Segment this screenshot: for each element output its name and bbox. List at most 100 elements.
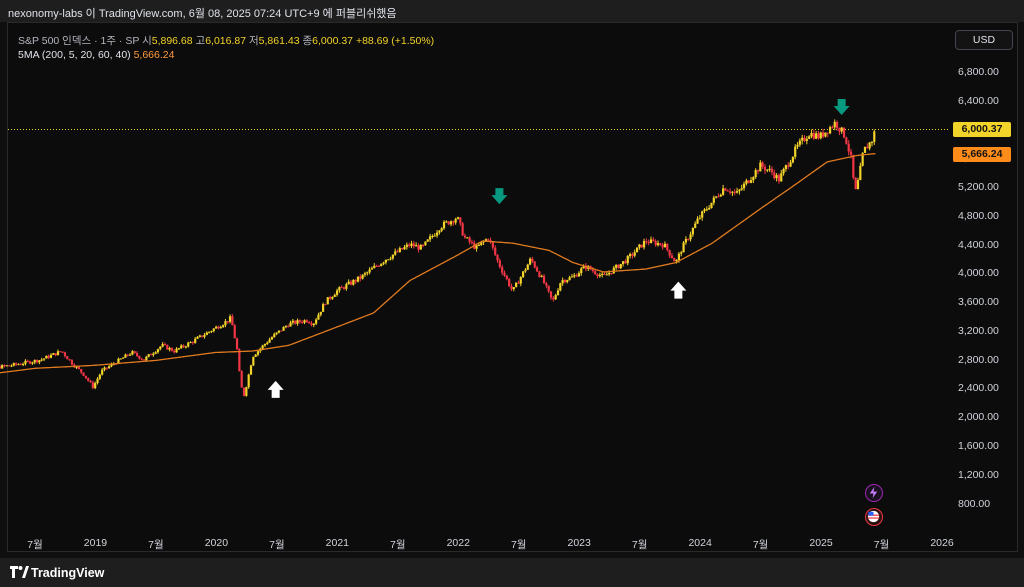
candle bbox=[417, 245, 420, 250]
candle bbox=[735, 191, 739, 193]
y-tick-label: 1,600.00 bbox=[958, 439, 999, 452]
candle bbox=[628, 254, 632, 257]
candle bbox=[649, 239, 653, 244]
candle bbox=[452, 221, 455, 223]
ma-label[interactable]: 5MA (200, 5, 20, 60, 40) bbox=[18, 49, 131, 61]
candle bbox=[384, 259, 387, 263]
candle bbox=[773, 172, 776, 179]
candle bbox=[68, 359, 71, 361]
candle bbox=[682, 242, 685, 253]
us-flag-event-icon[interactable] bbox=[865, 508, 883, 526]
tradingview-logo-icon[interactable] bbox=[9, 565, 29, 582]
candle bbox=[819, 132, 822, 139]
candle bbox=[740, 188, 743, 190]
candle bbox=[677, 253, 681, 261]
candle bbox=[852, 154, 855, 178]
candle bbox=[642, 241, 646, 248]
candle bbox=[103, 367, 106, 370]
brand-name[interactable]: TradingView bbox=[31, 566, 105, 580]
candle bbox=[533, 261, 536, 268]
candle bbox=[145, 356, 148, 361]
candle bbox=[501, 267, 504, 273]
candle bbox=[387, 259, 390, 261]
y-tick-label: 6,400.00 bbox=[958, 94, 999, 107]
candle bbox=[710, 202, 713, 209]
candle bbox=[328, 297, 332, 299]
candle bbox=[552, 297, 555, 300]
candle bbox=[208, 331, 211, 333]
candle bbox=[124, 354, 127, 358]
candle bbox=[794, 146, 797, 157]
y-tick-label: 5,200.00 bbox=[958, 181, 999, 194]
x-tick-label: 2026 bbox=[930, 537, 954, 549]
x-tick-label: 7월 bbox=[269, 539, 285, 551]
candle bbox=[115, 363, 118, 365]
candle bbox=[463, 235, 467, 238]
candle bbox=[245, 387, 248, 396]
candle bbox=[238, 349, 241, 372]
candle bbox=[377, 265, 381, 267]
candle bbox=[105, 367, 108, 369]
candle bbox=[247, 374, 250, 388]
candle bbox=[796, 144, 799, 147]
candle bbox=[149, 354, 153, 356]
candle bbox=[110, 364, 113, 367]
candle bbox=[777, 175, 781, 182]
candle bbox=[252, 356, 255, 366]
candle bbox=[563, 280, 567, 283]
candle bbox=[282, 326, 285, 331]
candle bbox=[382, 262, 385, 264]
candle bbox=[461, 223, 464, 236]
candle bbox=[756, 170, 760, 172]
candle bbox=[645, 241, 648, 243]
candle bbox=[275, 332, 278, 335]
candle bbox=[142, 359, 146, 361]
x-tick-label: 2025 bbox=[809, 537, 833, 549]
x-tick-label: 2024 bbox=[688, 537, 712, 549]
candle bbox=[815, 133, 818, 139]
candle bbox=[601, 273, 604, 275]
candle bbox=[322, 304, 325, 312]
candle bbox=[117, 358, 120, 364]
low-value: 5,861.43 bbox=[258, 35, 300, 47]
candle bbox=[524, 269, 527, 272]
candle bbox=[435, 232, 439, 236]
candle bbox=[40, 359, 43, 361]
candle bbox=[373, 265, 376, 269]
candle bbox=[342, 287, 346, 289]
symbol-name[interactable]: S&P 500 인덱스 · 1주 · SP bbox=[18, 35, 140, 47]
candle bbox=[742, 183, 746, 189]
candle bbox=[15, 363, 18, 365]
candle bbox=[822, 132, 825, 137]
candle bbox=[549, 291, 553, 298]
up-arrow-marker bbox=[670, 281, 687, 299]
candle bbox=[294, 320, 297, 324]
high-value: 6,016.87 bbox=[205, 35, 247, 47]
candle bbox=[868, 142, 871, 149]
candle bbox=[670, 255, 674, 259]
candle bbox=[210, 331, 213, 333]
candle bbox=[826, 132, 829, 134]
candle bbox=[596, 274, 599, 277]
currency-button[interactable]: USD bbox=[955, 30, 1013, 50]
candle bbox=[401, 248, 404, 250]
candle bbox=[205, 332, 208, 336]
candle bbox=[101, 369, 104, 375]
candle bbox=[198, 335, 201, 337]
candle bbox=[659, 243, 662, 245]
candle bbox=[496, 254, 499, 261]
candle bbox=[368, 269, 371, 273]
candle bbox=[838, 127, 841, 132]
lightning-event-icon[interactable] bbox=[865, 484, 883, 502]
candle bbox=[731, 191, 734, 193]
candle bbox=[582, 265, 585, 269]
candle bbox=[696, 218, 699, 224]
candle bbox=[561, 280, 564, 284]
candle bbox=[273, 334, 276, 338]
close-value: 6,000.37 bbox=[312, 35, 354, 47]
candle bbox=[828, 127, 832, 134]
publish-title: nexonomy-labs 이 TradingView.com, 6월 08, … bbox=[8, 8, 397, 20]
candle bbox=[31, 362, 34, 364]
candle bbox=[89, 380, 92, 383]
